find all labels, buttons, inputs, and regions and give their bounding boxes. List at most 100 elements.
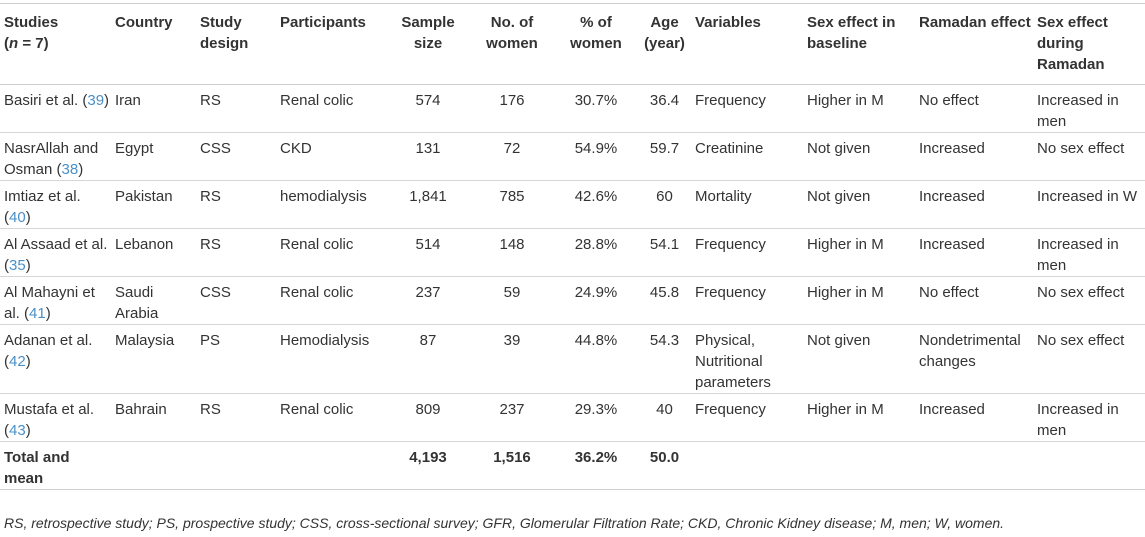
cell-study: Mustafa et al. (43)	[4, 401, 95, 439]
cell-pct: 44.8%	[574, 332, 618, 349]
cell-design: RS	[200, 401, 221, 418]
cell-design: CSS	[200, 284, 231, 301]
cell-ramadan: Increased	[919, 188, 985, 205]
cell-women: 59	[503, 284, 521, 301]
cell-variables: Frequency	[695, 401, 766, 418]
table-row: Basiri et al. (39) Iran RS Renal colic 574 17…	[0, 85, 1145, 133]
total-label: Total and mean	[4, 449, 70, 487]
cell-pct: 29.3%	[574, 401, 618, 418]
cell-participants: Renal colic	[280, 92, 354, 109]
cell-women: 72	[503, 140, 521, 157]
cell-ramadan: Increased	[919, 140, 985, 157]
cell-study: NasrAllah and Osman (38)	[4, 140, 99, 178]
reference-link[interactable]: 41	[29, 305, 46, 322]
cell-participants: Hemodialysis	[280, 332, 370, 349]
cell-sex-baseline: Higher in M	[807, 284, 884, 301]
cell-sample: 237	[415, 284, 441, 301]
cell-sample: 131	[415, 140, 441, 157]
cell-age: 40	[656, 401, 673, 418]
cell-design: RS	[200, 92, 221, 109]
cell-age: 45.8	[649, 284, 680, 301]
cell-women: 785	[499, 188, 525, 205]
table-body: Basiri et al. (39) Iran RS Renal colic 574 17…	[0, 85, 1145, 490]
header-pct: % of women	[570, 14, 622, 52]
cell-design: PS	[200, 332, 221, 349]
cell-sample: 574	[415, 92, 441, 109]
header-sample: Sample size	[401, 14, 455, 52]
cell-participants: hemodialysis	[280, 188, 367, 205]
cell-sex-ramadan: Increased in men	[1037, 236, 1119, 274]
cell-study: Imtiaz et al. (40)	[4, 188, 81, 226]
header-age: Age (year)	[644, 14, 685, 52]
header-sex-baseline: Sex effect in baseline	[807, 14, 896, 52]
cell-variables: Frequency	[695, 284, 766, 301]
cell-sample: 87	[419, 332, 437, 349]
cell-variables: Mortality	[695, 188, 752, 205]
reference-link[interactable]: 38	[61, 161, 79, 178]
cell-age: 54.1	[649, 236, 680, 253]
cell-participants: CKD	[280, 140, 312, 157]
cell-sex-ramadan: Increased in men	[1037, 401, 1119, 439]
cell-design: RS	[200, 188, 221, 205]
cell-participants: Renal colic	[280, 236, 354, 253]
cell-country: Egypt	[115, 140, 154, 157]
total-women: 1,516	[493, 449, 531, 466]
table-row: Imtiaz et al. (40) Pakistan RS hemodialysis…	[0, 181, 1145, 229]
header-sex-ramadan: Sex effect during Ramadan	[1037, 14, 1108, 73]
header-ramadan: Ramadan effect	[919, 14, 1031, 31]
cell-sex-baseline: Higher in M	[807, 401, 884, 418]
cell-age: 59.7	[649, 140, 680, 157]
cell-pct: 24.9%	[574, 284, 618, 301]
table-row: Mustafa et al. (43) Bahrain RS Renal colic 8…	[0, 394, 1145, 442]
cell-country: Malaysia	[115, 332, 175, 349]
cell-sample: 1,841	[409, 188, 447, 205]
cell-sample: 514	[415, 236, 441, 253]
cell-sex-ramadan: Increased in men	[1037, 92, 1119, 130]
cell-country: Pakistan	[115, 188, 173, 205]
cell-variables: Frequency	[695, 236, 766, 253]
header-row: Studies (n = 7) Country Study design Part…	[0, 3, 1145, 85]
reference-link[interactable]: 40	[9, 209, 26, 226]
cell-country: Iran	[115, 92, 141, 109]
table-footnote: RS, retrospective study; PS, prospective…	[4, 515, 1005, 531]
cell-ramadan: Increased	[919, 401, 985, 418]
cell-age: 60	[656, 188, 673, 205]
reference-link[interactable]: 35	[9, 257, 26, 274]
cell-age: 54.3	[649, 332, 680, 349]
cell-ramadan: No effect	[919, 284, 979, 301]
cell-participants: Renal colic	[280, 401, 354, 418]
total-pct: 36.2%	[574, 449, 618, 466]
table-row: Adanan et al. (42) Malaysia PS Hemodialysis…	[0, 325, 1145, 394]
cell-pct: 54.9%	[574, 140, 618, 157]
reference-link[interactable]: 42	[9, 353, 26, 370]
cell-variables: Creatinine	[695, 140, 764, 157]
table-row: NasrAllah and Osman (38) Egypt CSS CKD 131 72…	[0, 133, 1145, 181]
cell-variables: Physical, Nutritional parameters	[695, 332, 771, 391]
cell-sex-ramadan: No sex effect	[1037, 140, 1125, 157]
cell-study: Basiri et al. (39)	[4, 92, 110, 109]
cell-sex-ramadan: No sex effect	[1037, 332, 1125, 349]
cell-women: 148	[499, 236, 525, 253]
cell-study: Adanan et al. (42)	[4, 332, 93, 370]
cell-sex-baseline: Higher in M	[807, 236, 884, 253]
cell-sex-ramadan: No sex effect	[1037, 284, 1125, 301]
cell-study: Al Mahayni et al. (41)	[4, 284, 95, 322]
cell-sex-ramadan: Increased in W	[1037, 188, 1138, 205]
total-sample: 4,193	[409, 449, 447, 466]
header-women: No. of women	[486, 14, 538, 52]
cell-women: 176	[499, 92, 525, 109]
header-design: Study design	[200, 14, 249, 52]
cell-participants: Renal colic	[280, 284, 354, 301]
reference-link[interactable]: 39	[87, 92, 105, 109]
header-studies: Studies (n = 7)	[4, 14, 59, 52]
cell-ramadan: No effect	[919, 92, 979, 109]
cell-design: RS	[200, 236, 221, 253]
cell-women: 39	[503, 332, 521, 349]
table-row: Al Assaad et al. (35) Lebanon RS Renal coli…	[0, 229, 1145, 277]
header-participants: Participants	[280, 14, 366, 31]
reference-link[interactable]: 43	[9, 422, 26, 439]
cell-variables: Frequency	[695, 92, 766, 109]
cell-sex-baseline: Higher in M	[807, 92, 884, 109]
cell-design: CSS	[200, 140, 231, 157]
cell-women: 237	[499, 401, 525, 418]
